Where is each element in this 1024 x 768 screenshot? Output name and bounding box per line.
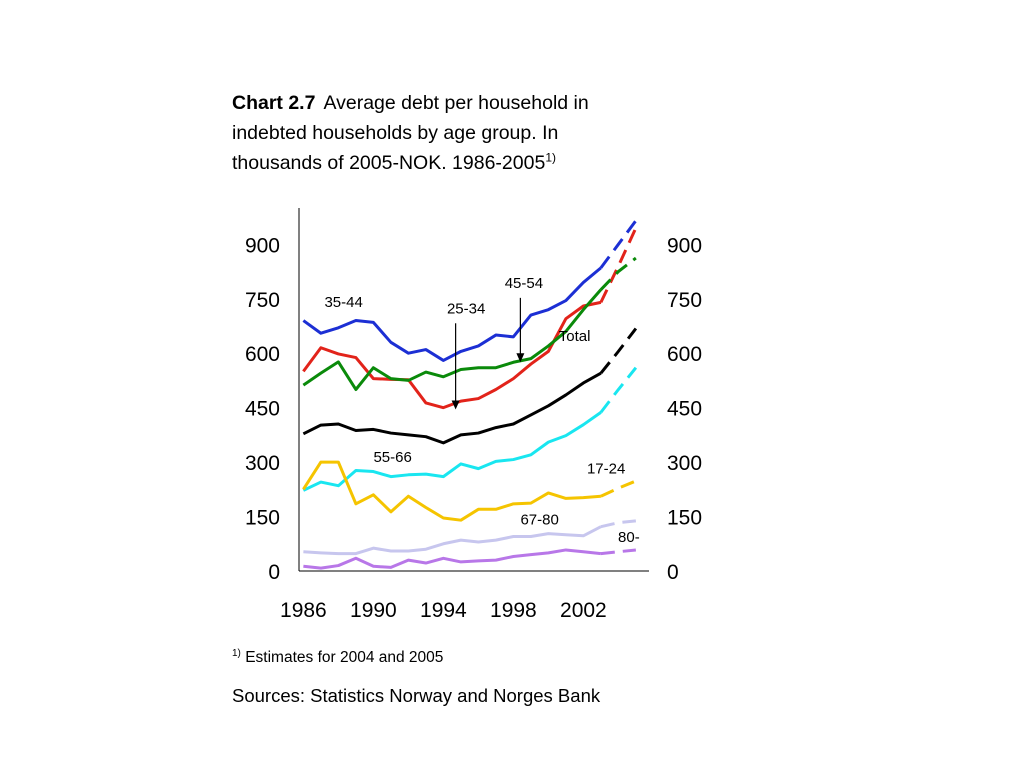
series-estimate-67-80: [600, 519, 637, 529]
series-line-Total: [302, 371, 602, 445]
series-estimate-80-: [600, 548, 637, 556]
chart-axes: [298, 208, 649, 572]
series-line-67-80: [303, 525, 602, 556]
series-label-45-54: 45-54: [505, 275, 543, 292]
y-tick-label-left: 150: [245, 507, 280, 530]
y-tick-label-right: 750: [667, 289, 702, 312]
series-label-55-66: 55-66: [373, 449, 411, 466]
x-tick-label: 1998: [490, 599, 537, 622]
x-tick-label: 1994: [420, 599, 467, 622]
series-arrowhead-45-54: [516, 353, 525, 363]
chart-number: Chart 2.7: [232, 92, 316, 114]
y-tick-label-right: 300: [667, 452, 702, 475]
series-labels: 35-44 45-54 Total 25-34 55-66 17-24 67-80 80-: [324, 275, 639, 546]
y-tick-label-left: 900: [245, 234, 280, 257]
series-estimate-17-24: [600, 479, 637, 498]
y-tick-label-left: 0: [268, 561, 280, 584]
series-arrowhead-25-34: [451, 400, 460, 410]
series-estimate-55-66: [599, 366, 638, 414]
footnote: 1) Estimates for 2004 and 2005: [232, 648, 443, 667]
y-tick-label-right: 150: [667, 507, 702, 530]
tick-labels: 0 0 150 150 300 300 450 450 600 600 750 750 900 900 19…: [245, 234, 702, 622]
series-line-35-44: [302, 266, 602, 362]
series-lines: [302, 219, 638, 570]
series-estimate-35-44: [599, 219, 638, 269]
series-label-67-80: 67-80: [520, 512, 558, 529]
series-label-35-44: 35-44: [324, 294, 362, 311]
series-line-25-34: [302, 288, 603, 391]
series-line-17-24: [302, 460, 601, 522]
series-line-80-: [303, 548, 602, 570]
series-label-Total: Total: [559, 328, 591, 345]
y-tick-label-right: 450: [667, 398, 702, 421]
x-tick-label: 1986: [280, 599, 327, 622]
series-line-55-66: [302, 411, 602, 492]
series-line-45-54: [302, 300, 602, 410]
chart-title: Chart 2.7 Average debt per household in i…: [232, 88, 652, 178]
series-estimate-Total: [599, 327, 638, 375]
y-tick-label-right: 900: [667, 234, 702, 257]
title-footnote-marker: 1): [545, 150, 556, 165]
y-tick-label-left: 600: [245, 343, 280, 366]
footnote-text: Estimates for 2004 and 2005: [245, 649, 444, 667]
series-label-80-: 80-: [618, 529, 640, 546]
series-estimate-25-34: [599, 256, 637, 291]
y-tick-label-left: 300: [245, 452, 280, 475]
chart-title-text: Average debt per household in indebted h…: [232, 92, 589, 174]
x-tick-label: 2002: [560, 599, 607, 622]
y-tick-label-right: 600: [667, 343, 702, 366]
y-tick-label-left: 450: [245, 398, 280, 421]
series-label-17-24: 17-24: [587, 461, 625, 478]
sources: Sources: Statistics Norway and Norges Ba…: [232, 685, 601, 706]
series-label-25-34: 25-34: [447, 300, 485, 317]
x-tick-label: 1990: [350, 599, 397, 622]
footnote-marker: 1): [232, 648, 241, 659]
y-tick-label-right: 0: [667, 561, 679, 584]
series-estimate-45-54: [599, 227, 638, 304]
y-tick-label-left: 750: [245, 289, 280, 312]
